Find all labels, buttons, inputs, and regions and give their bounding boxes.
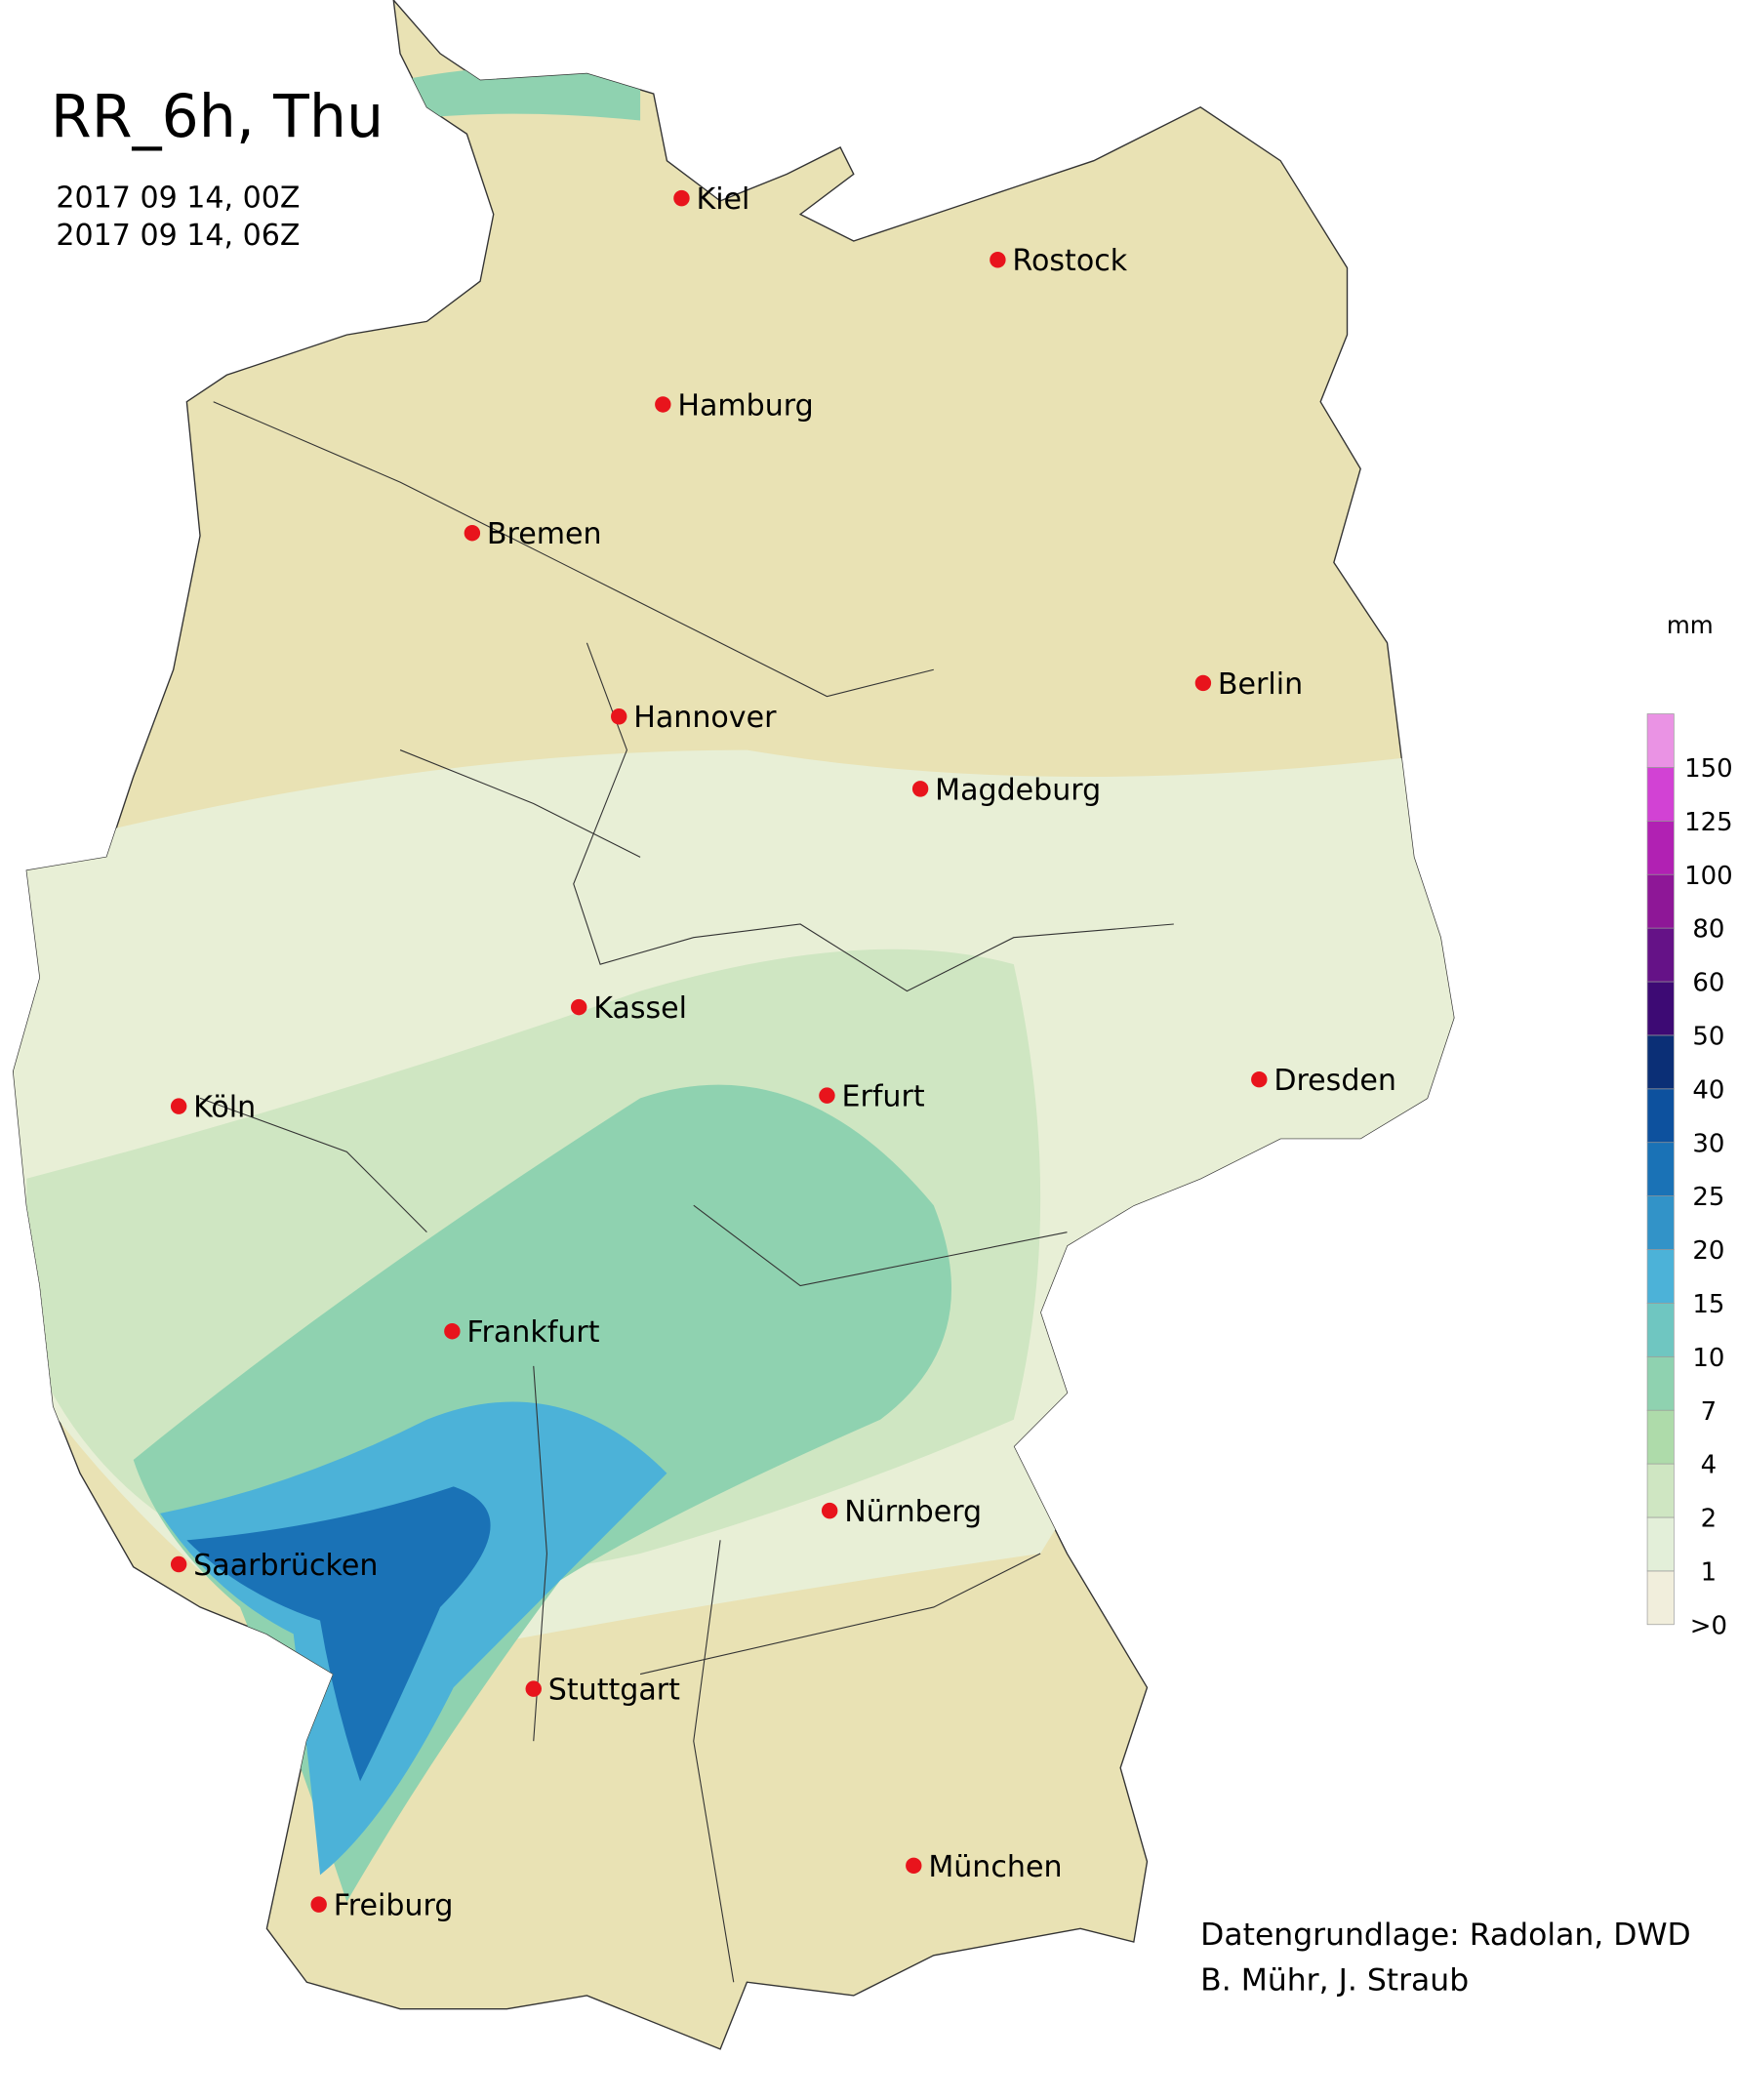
- legend-label: 150: [1684, 754, 1733, 784]
- city-label: München: [928, 1850, 1062, 1884]
- city-marker: [170, 1555, 187, 1573]
- legend-swatch: [1646, 1088, 1675, 1144]
- legend-swatch: [1646, 1516, 1675, 1572]
- credit: B. Mühr, J. Straub: [1200, 1962, 1469, 1998]
- legend-unit: mm: [1667, 611, 1714, 639]
- legend-label: 25: [1692, 1183, 1724, 1212]
- city-label: Erfurt: [841, 1080, 924, 1114]
- city-marker: [310, 1896, 327, 1913]
- legend-label: 4: [1701, 1451, 1718, 1480]
- city-label: Saarbrücken: [193, 1549, 378, 1583]
- legend-swatch: [1646, 981, 1675, 1036]
- city-label: Hamburg: [677, 388, 813, 423]
- legend-swatch: [1646, 873, 1675, 929]
- rain-area: [400, 66, 641, 121]
- credit: Datengrundlage: Radolan, DWD: [1200, 1918, 1691, 1953]
- legend-swatch: [1646, 1570, 1675, 1626]
- cities: Kiel Rostock Hamburg Bremen Berlin Hannover Ma…: [170, 182, 1396, 1923]
- city-marker: [673, 189, 690, 207]
- legend-swatch: [1646, 767, 1675, 822]
- legend-swatch: [1646, 1195, 1675, 1250]
- legend-swatch: [1646, 1034, 1675, 1090]
- city-marker: [655, 396, 671, 413]
- city-marker: [170, 1098, 187, 1114]
- legend-label: 20: [1692, 1236, 1724, 1266]
- city-label: Frankfurt: [466, 1315, 599, 1350]
- title: RR_6h, Thu: [51, 83, 384, 151]
- legend-swatch: [1646, 1355, 1675, 1411]
- city-marker: [819, 1087, 835, 1104]
- legend-swatch: [1646, 1249, 1675, 1304]
- city-marker: [571, 998, 587, 1016]
- legend-label: 7: [1701, 1397, 1718, 1427]
- legend-swatch: [1646, 820, 1675, 875]
- city-label: Kiel: [696, 182, 749, 217]
- city-label: Köln: [193, 1091, 256, 1125]
- city-marker: [911, 781, 929, 797]
- city-marker: [906, 1857, 922, 1875]
- city-marker: [464, 525, 481, 542]
- legend-swatch: [1646, 1463, 1675, 1518]
- legend-label: 100: [1684, 862, 1733, 891]
- city-label: Nürnberg: [844, 1495, 982, 1529]
- city-marker: [611, 708, 627, 725]
- city-marker: [444, 1322, 461, 1340]
- time-end: 2017 09 14, 06Z: [56, 219, 300, 253]
- legend-label: 40: [1692, 1075, 1724, 1105]
- legend: >0 1 2 4 7 10 15 20 25 30 40 50 60 80 100 125 150: [1646, 713, 1733, 1640]
- country: [12, 0, 1455, 2050]
- city-label: Magdeburg: [935, 773, 1101, 807]
- legend-label: 125: [1684, 808, 1733, 837]
- legend-label: 60: [1692, 969, 1724, 998]
- legend-label: >0: [1690, 1611, 1727, 1640]
- city-marker: [1251, 1070, 1268, 1088]
- legend-label: 10: [1692, 1344, 1724, 1373]
- city-label: Bremen: [487, 517, 602, 551]
- rain-area: [186, 1486, 491, 1782]
- city-marker: [821, 1502, 838, 1519]
- state-border: [199, 401, 1174, 1983]
- city-label: Dresden: [1273, 1064, 1396, 1098]
- legend-label: 80: [1692, 915, 1724, 945]
- city-label: Freiburg: [334, 1889, 454, 1923]
- legend-label: 1: [1701, 1557, 1718, 1587]
- city-label: Berlin: [1218, 667, 1303, 702]
- city-label: Hannover: [633, 701, 777, 735]
- legend-label: 2: [1701, 1505, 1718, 1534]
- legend-label: 50: [1692, 1022, 1724, 1051]
- city-marker: [525, 1680, 542, 1697]
- city-label: Stuttgart: [548, 1674, 680, 1708]
- city-marker: [990, 252, 1006, 268]
- city-marker: [1194, 674, 1212, 692]
- city-label: Kassel: [593, 991, 687, 1026]
- legend-swatch: [1646, 927, 1675, 983]
- city-label: Rostock: [1012, 244, 1127, 278]
- legend-swatch: [1646, 713, 1675, 768]
- legend-label: 15: [1692, 1290, 1724, 1319]
- legend-swatch: [1646, 1409, 1675, 1465]
- time-start: 2017 09 14, 00Z: [56, 182, 300, 216]
- legend-swatch: [1646, 1303, 1675, 1357]
- legend-label: 30: [1692, 1129, 1724, 1158]
- legend-swatch: [1646, 1142, 1675, 1196]
